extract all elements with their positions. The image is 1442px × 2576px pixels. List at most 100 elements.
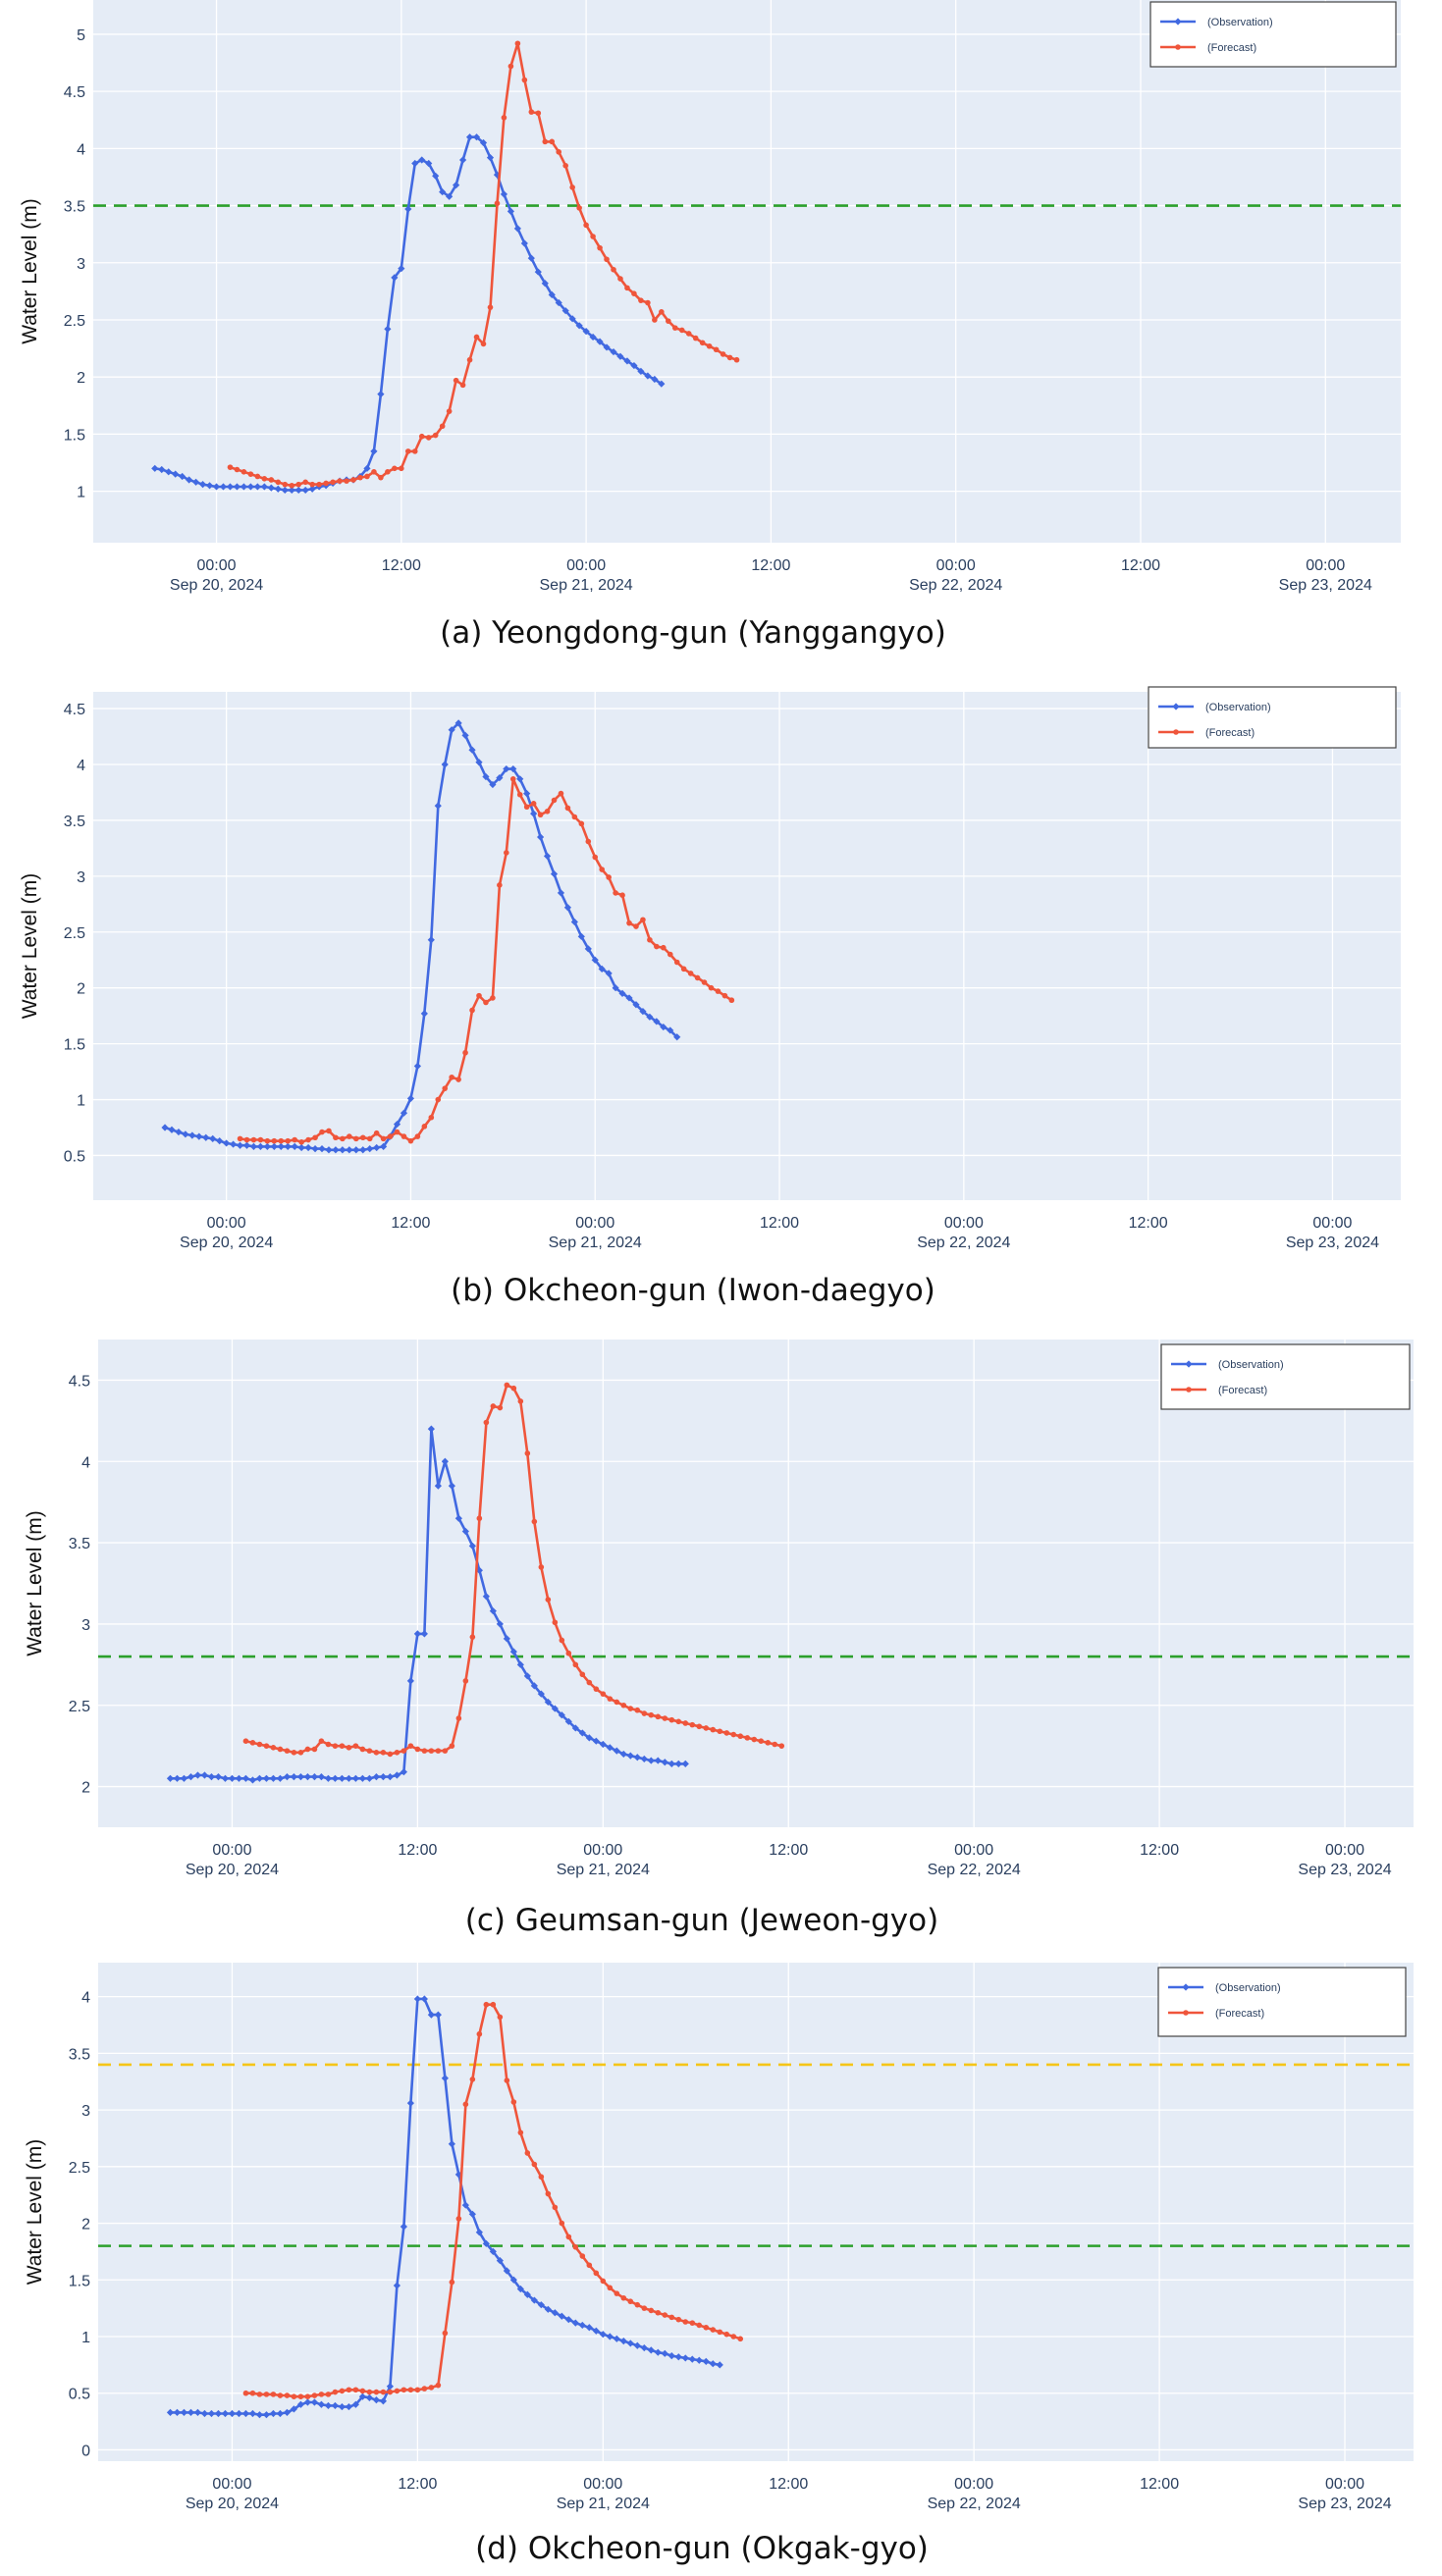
forecast-point [332, 1743, 339, 1749]
observation-point [233, 483, 241, 491]
observation-point [681, 2354, 689, 2362]
legend-box [1157, 1967, 1407, 2037]
observation-point [448, 1482, 455, 1490]
observation-point [345, 1774, 353, 1782]
forecast-point [682, 2319, 689, 2325]
observation-point [284, 1142, 292, 1150]
legend: (Observation) (Forecast) [1160, 1343, 1411, 1410]
observation-point [561, 307, 569, 315]
observation-point [613, 1747, 620, 1755]
forecast-point [652, 317, 658, 323]
observation-point [520, 239, 528, 247]
observation-point [530, 2296, 538, 2304]
forecast-point [641, 2305, 648, 2311]
forecast-point [352, 1743, 359, 1749]
observation-point [297, 1143, 305, 1152]
observation-point [242, 1141, 251, 1149]
forecast-point [373, 1749, 380, 1756]
observation-point [606, 2333, 614, 2340]
observation-point [425, 159, 433, 168]
forecast-point [699, 340, 706, 346]
figure-caption: (a) Yeongdong-gun (Yanggangyo) [440, 615, 946, 651]
observation-point [530, 1682, 538, 1690]
forecast-point [604, 256, 610, 263]
observation-point [681, 1760, 689, 1767]
observation-point [366, 1145, 374, 1153]
forecast-point [407, 1137, 414, 1144]
forecast-point [455, 2216, 462, 2222]
observation-point [658, 380, 666, 388]
observation-point [393, 1120, 401, 1129]
observation-point [296, 2400, 305, 2408]
observation-point [379, 1773, 387, 1781]
observation-point [716, 2361, 723, 2369]
forecast-point [297, 2393, 304, 2399]
y-tick-label: 2 [77, 981, 85, 998]
forecast-point [227, 464, 234, 470]
forecast-point [469, 2077, 476, 2082]
x-tick-label: 12:00 [391, 1215, 430, 1232]
observation-point [702, 2357, 710, 2365]
y-tick-label: 3 [77, 256, 85, 273]
observation-point [346, 1146, 353, 1154]
x-tick-date-label: Sep 21, 2024 [549, 1235, 642, 1251]
forecast-point [325, 2392, 332, 2397]
observation-point [400, 1109, 408, 1117]
legend-box [1160, 1343, 1411, 1410]
observation-point [509, 2276, 517, 2284]
forecast-point [571, 814, 578, 820]
x-tick-date-label: Sep 23, 2024 [1298, 1862, 1391, 1878]
observation-point [468, 1542, 476, 1550]
forecast-point [559, 2220, 565, 2227]
observation-point [420, 1995, 428, 2003]
forecast-point [366, 1135, 373, 1142]
forecast-point [347, 1133, 352, 1139]
y-tick-label: 2 [77, 370, 85, 387]
y-tick-label: 4 [77, 141, 85, 158]
observation-point [639, 1008, 647, 1016]
observation-point [393, 2282, 401, 2289]
forecast-point [558, 790, 564, 797]
forecast-point [421, 1748, 428, 1754]
forecast-point [668, 1716, 675, 1723]
forecast-point [275, 479, 282, 486]
forecast-point [733, 356, 740, 363]
observation-point [596, 338, 604, 345]
forecast-point [394, 2388, 401, 2394]
observation-point [380, 1142, 388, 1150]
forecast-point [282, 481, 289, 488]
forecast-point [476, 2030, 483, 2037]
x-tick-date-label: Sep 22, 2024 [917, 1235, 1010, 1251]
forecast-point [597, 244, 603, 251]
forecast-point [380, 2389, 387, 2395]
forecast-point [268, 477, 275, 483]
x-tick-label: 12:00 [751, 557, 790, 574]
observation-point [603, 343, 611, 351]
observation-point [214, 2409, 223, 2418]
legend-marker [1174, 18, 1182, 26]
y-tick-label: 1.5 [69, 2273, 90, 2289]
forecast-point [392, 465, 398, 472]
y-axis-label: Water Level (m) [24, 2139, 46, 2286]
observation-point [260, 483, 268, 491]
observation-point [332, 1146, 340, 1154]
forecast-point [494, 200, 501, 207]
forecast-point [234, 466, 240, 473]
forecast-point [531, 2161, 538, 2168]
observation-point [373, 1143, 381, 1152]
observation-point [453, 182, 460, 189]
forecast-point [680, 966, 687, 973]
forecast-point [524, 1450, 531, 1456]
observation-point [420, 1010, 428, 1018]
observation-point [571, 1724, 579, 1732]
forecast-point [614, 1699, 620, 1706]
forecast-point [295, 481, 302, 488]
forecast-point [256, 1741, 263, 1748]
y-tick-label: 2.5 [69, 2160, 90, 2177]
observation-point [544, 2305, 552, 2313]
y-tick-label: 4.5 [69, 1373, 90, 1390]
observation-point [393, 1771, 401, 1779]
forecast-point [483, 2001, 490, 2008]
observation-point [606, 1744, 614, 1752]
forecast-point [671, 325, 678, 331]
